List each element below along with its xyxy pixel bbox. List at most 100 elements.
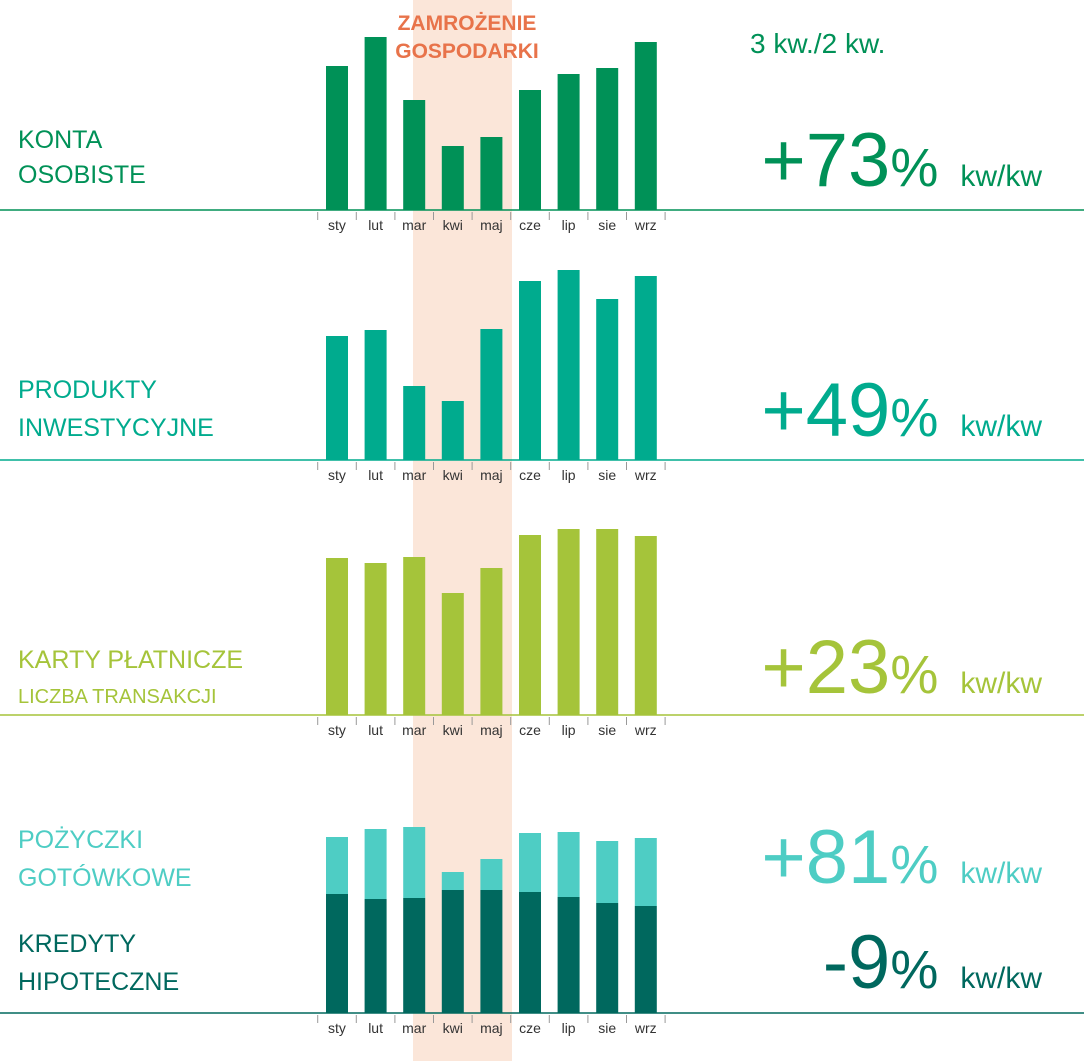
change-value: +81 [761, 815, 890, 900]
bar [441, 146, 464, 210]
change-suffix: % [890, 388, 938, 448]
x-tick-label: sie [598, 722, 616, 738]
x-tick-label: maj [480, 722, 503, 738]
series-label: LICZBA TRANSAKCJI [18, 686, 217, 708]
x-tick-label: sty [328, 217, 346, 233]
bar [364, 37, 387, 210]
bar [441, 593, 464, 715]
x-tick-label: kwi [443, 467, 463, 483]
bar [480, 137, 503, 210]
change: +49% kw/kw [761, 368, 1042, 453]
change-suffix: % [890, 835, 938, 895]
bar [480, 329, 503, 460]
annotation: GOSPODARKI [395, 40, 539, 63]
x-tick-label: lut [368, 467, 383, 483]
bar [519, 281, 541, 460]
bar [403, 898, 426, 1013]
change-unit: kw/kw [960, 857, 1042, 890]
x-tick-label: cze [519, 722, 541, 738]
change-unit: kw/kw [960, 160, 1042, 193]
x-tick-label: cze [519, 467, 541, 483]
x-tick-label: lip [562, 722, 576, 738]
x-tick-label: maj [480, 1020, 503, 1036]
change: -9% kw/kw [823, 920, 1043, 1005]
x-tick-label: sty [328, 1020, 346, 1036]
change-value: +23 [761, 625, 890, 710]
change: +23% kw/kw [761, 625, 1042, 710]
x-tick-label: lip [562, 217, 576, 233]
bar [364, 330, 387, 460]
x-tick-label: cze [519, 1020, 541, 1036]
bar [596, 903, 619, 1013]
bar [634, 536, 657, 715]
x-tick-label: sty [328, 722, 346, 738]
bar [326, 336, 348, 460]
bar [557, 529, 580, 715]
bar [557, 74, 580, 210]
bar [403, 100, 426, 210]
x-tick-label: kwi [443, 1020, 463, 1036]
x-tick-label: lip [562, 1020, 576, 1036]
change: +81% kw/kw [761, 815, 1042, 900]
x-tick-label: mar [402, 1020, 426, 1036]
bar [634, 276, 657, 460]
x-tick-label: sie [598, 1020, 616, 1036]
change-unit: kw/kw [960, 410, 1042, 443]
bar [596, 529, 619, 715]
series-label: PRODUKTY [18, 376, 157, 404]
x-tick-label: cze [519, 217, 541, 233]
series-label: INWESTYCYJNE [18, 414, 214, 442]
x-tick-label: wrz [634, 722, 657, 738]
bar [519, 892, 541, 1013]
x-tick-label: kwi [443, 722, 463, 738]
bar [519, 833, 541, 892]
bar [596, 299, 619, 460]
series-label: KONTA [18, 126, 103, 154]
bar [403, 557, 426, 715]
bar [441, 401, 464, 460]
header: 3 kw./2 kw. [750, 28, 885, 59]
bar [519, 90, 541, 210]
series-label: KARTY PŁATNICZE [18, 646, 243, 674]
bar [326, 558, 348, 715]
bar [480, 859, 503, 890]
x-tick-label: lut [368, 1020, 383, 1036]
bar [441, 872, 464, 890]
bar [519, 535, 541, 715]
bar [480, 568, 503, 715]
bar [441, 890, 464, 1013]
x-tick-label: lut [368, 217, 383, 233]
series-label: KREDYTY [18, 930, 136, 958]
bar [326, 837, 348, 894]
x-tick-label: lip [562, 467, 576, 483]
bar [364, 829, 387, 899]
bar [634, 838, 657, 906]
x-tick-label: wrz [634, 467, 657, 483]
bar [634, 42, 657, 210]
bar [557, 832, 580, 897]
bar [326, 894, 348, 1013]
bar [596, 841, 619, 903]
change-unit: kw/kw [960, 667, 1042, 700]
x-tick-label: maj [480, 217, 503, 233]
bar [326, 66, 348, 210]
series-label: POŻYCZKI [18, 825, 143, 854]
x-tick-label: mar [402, 722, 426, 738]
bar [557, 270, 580, 460]
x-tick-label: wrz [634, 1020, 657, 1036]
x-tick-label: maj [480, 467, 503, 483]
x-tick-label: sty [328, 467, 346, 483]
series-label: HIPOTECZNE [18, 968, 179, 996]
change-suffix: % [890, 940, 938, 1000]
bar [596, 68, 619, 210]
annotation: ZAMROŻENIE [398, 12, 537, 35]
bar [403, 386, 426, 460]
x-tick-label: sie [598, 467, 616, 483]
bar [403, 827, 426, 898]
x-tick-label: wrz [634, 217, 657, 233]
change-unit: kw/kw [960, 962, 1042, 995]
x-tick-label: kwi [443, 217, 463, 233]
bar [634, 906, 657, 1013]
bar [364, 563, 387, 715]
